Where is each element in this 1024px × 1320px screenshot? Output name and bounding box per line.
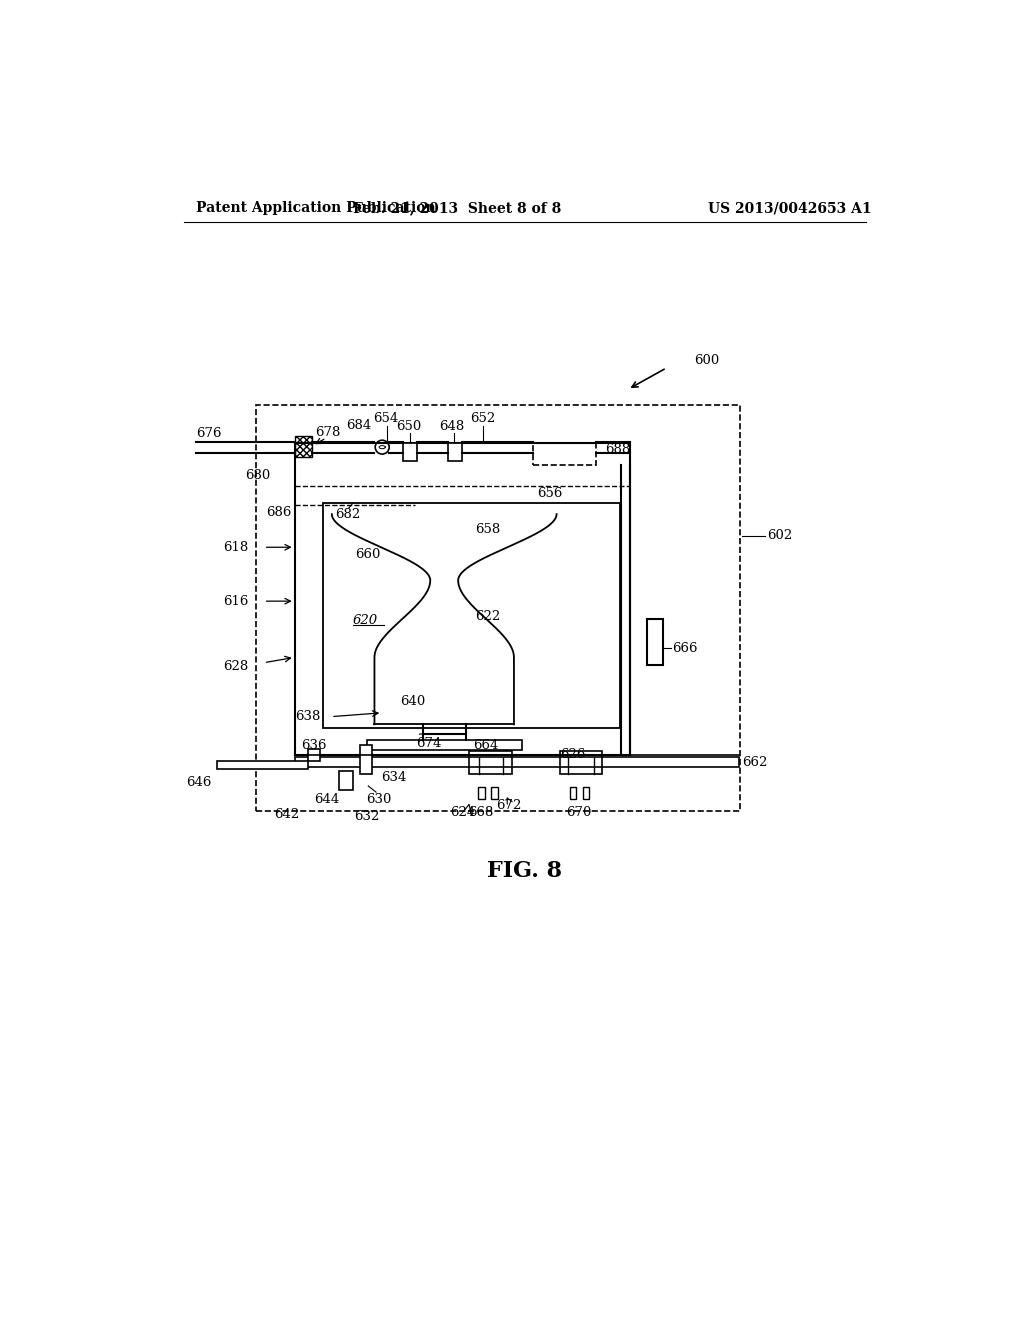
Text: 640: 640 bbox=[400, 694, 426, 708]
Text: 630: 630 bbox=[366, 793, 391, 807]
Text: 632: 632 bbox=[354, 810, 379, 824]
Text: 666: 666 bbox=[672, 642, 697, 655]
Bar bbox=[217, 762, 308, 770]
Bar bbox=[478, 788, 484, 799]
Text: Patent Application Publication: Patent Application Publication bbox=[197, 202, 436, 215]
Bar bbox=[295, 444, 630, 755]
Text: 676: 676 bbox=[197, 426, 222, 440]
Bar bbox=[367, 739, 521, 750]
Bar bbox=[647, 619, 663, 665]
Bar bbox=[469, 751, 512, 775]
Text: 638: 638 bbox=[295, 710, 321, 723]
Bar bbox=[569, 788, 575, 799]
Text: 650: 650 bbox=[396, 420, 421, 433]
Text: 616: 616 bbox=[223, 594, 248, 607]
Text: 652: 652 bbox=[470, 412, 496, 425]
Text: 678: 678 bbox=[315, 426, 341, 440]
Text: 626: 626 bbox=[560, 748, 586, 760]
Text: 660: 660 bbox=[355, 548, 381, 561]
Text: 654: 654 bbox=[373, 412, 398, 425]
Text: Feb. 21, 2013  Sheet 8 of 8: Feb. 21, 2013 Sheet 8 of 8 bbox=[353, 202, 561, 215]
Text: 602: 602 bbox=[767, 529, 793, 543]
Bar bbox=[403, 444, 417, 461]
Text: 658: 658 bbox=[475, 523, 501, 536]
Text: 622: 622 bbox=[475, 610, 501, 623]
Text: 600: 600 bbox=[693, 354, 719, 367]
Text: 646: 646 bbox=[186, 776, 212, 788]
Bar bbox=[295, 436, 311, 457]
Text: 656: 656 bbox=[538, 487, 562, 500]
Text: 642: 642 bbox=[274, 808, 299, 821]
Bar bbox=[295, 758, 738, 767]
Text: 662: 662 bbox=[742, 756, 768, 770]
Bar bbox=[449, 444, 462, 461]
Text: 648: 648 bbox=[439, 420, 465, 433]
Text: 680: 680 bbox=[246, 469, 270, 482]
Text: 684: 684 bbox=[346, 418, 372, 432]
Text: US 2013/0042653 A1: US 2013/0042653 A1 bbox=[708, 202, 871, 215]
Text: 664: 664 bbox=[473, 739, 499, 752]
Text: 628: 628 bbox=[223, 660, 248, 673]
Bar bbox=[359, 744, 372, 775]
Text: FIG. 8: FIG. 8 bbox=[487, 859, 562, 882]
Bar bbox=[308, 748, 321, 760]
Bar bbox=[256, 405, 740, 812]
Text: 620: 620 bbox=[352, 614, 378, 627]
Text: 672: 672 bbox=[497, 799, 522, 812]
Text: 682: 682 bbox=[335, 508, 360, 520]
Text: 668: 668 bbox=[468, 807, 494, 820]
Text: 618: 618 bbox=[223, 541, 248, 554]
Bar bbox=[492, 788, 498, 799]
Text: 686: 686 bbox=[266, 506, 291, 519]
Text: 634: 634 bbox=[381, 771, 407, 784]
Text: 624: 624 bbox=[451, 807, 475, 820]
Text: 670: 670 bbox=[566, 807, 592, 820]
Bar bbox=[532, 444, 596, 465]
Bar bbox=[583, 788, 589, 799]
Text: 674: 674 bbox=[416, 737, 441, 750]
Bar bbox=[560, 751, 602, 775]
Bar bbox=[324, 503, 621, 729]
Text: 636: 636 bbox=[301, 739, 327, 752]
Text: 688: 688 bbox=[604, 444, 630, 455]
Bar bbox=[339, 771, 352, 789]
Text: 644: 644 bbox=[313, 793, 339, 807]
